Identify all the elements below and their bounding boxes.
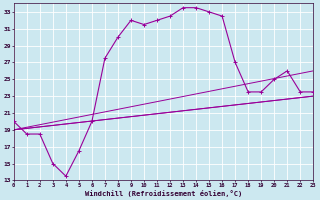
X-axis label: Windchill (Refroidissement éolien,°C): Windchill (Refroidissement éolien,°C) [85,190,242,197]
